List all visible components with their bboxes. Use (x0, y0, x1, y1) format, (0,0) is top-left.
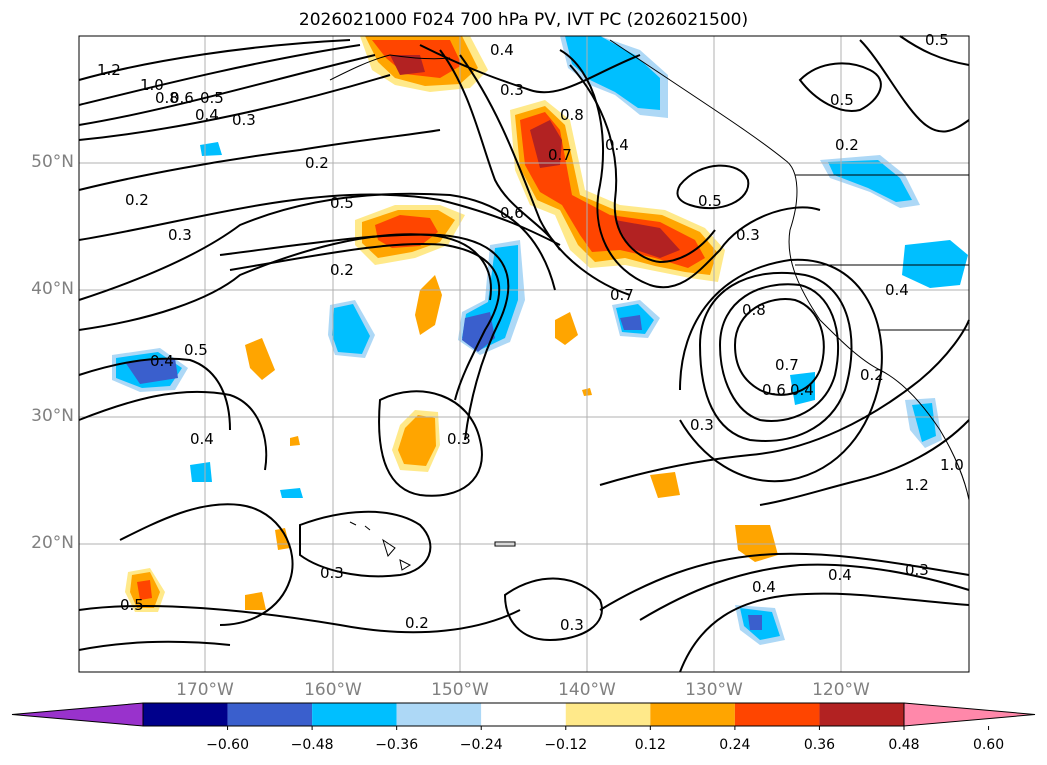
contour-label: 0.3 (232, 111, 256, 129)
lat-label-40n: 40°N (31, 279, 74, 299)
colorbar-tick-label: −0.24 (459, 737, 503, 753)
contour-label: 0.6 (500, 204, 524, 222)
lon-label-120w: 120°W (812, 680, 870, 700)
colorbar-tick-label: 0.12 (634, 737, 666, 753)
contour-label: 0.4 (885, 281, 909, 299)
contour-label: 0.3 (168, 226, 192, 244)
contour-label: 0.7 (775, 356, 799, 374)
contour-label: 0.5 (184, 341, 208, 359)
colorbar-extend-low (11, 702, 144, 727)
contour-label: 0.3 (447, 430, 471, 448)
colorbar (11, 702, 1036, 730)
contour-label: 0.4 (195, 106, 219, 124)
colorbar-extend-high (903, 702, 1036, 727)
contour-labels: 1.2 1.0 0.8 0.6 0.5 0.4 0.3 0.2 0.2 0.3 … (97, 31, 964, 634)
colorbar-tick-label: 0.24 (719, 737, 751, 753)
contour-label: 0.4 (490, 41, 514, 59)
contour-label: 0.3 (690, 416, 714, 434)
contour-label: 0.8 (742, 301, 766, 319)
graticule (79, 36, 969, 672)
contour-label: 1.2 (97, 61, 121, 79)
colorbar-segment (143, 703, 228, 726)
contour-label: 0.2 (305, 154, 329, 172)
contour-label: 0.8 (155, 89, 179, 107)
colorbar-segment (819, 703, 904, 726)
lon-label-170w: 170°W (176, 680, 234, 700)
lat-label-20n: 20°N (31, 533, 74, 553)
positive-anomaly-shading (125, 36, 778, 612)
colorbar-tick-label: 0.36 (803, 737, 836, 753)
colorbar-tick-label: −0.48 (290, 737, 334, 753)
contour-label: 1.0 (940, 456, 964, 474)
colorbar-tick-label: −0.12 (544, 737, 588, 753)
colorbar-tick-label: −0.60 (206, 737, 249, 753)
contour-label: 0.5 (925, 31, 949, 49)
colorbar-tick-label: 0.60 (972, 737, 1005, 753)
contour-label: 0.2 (860, 366, 884, 384)
contour-label: 0.5 (830, 91, 854, 109)
map-title: 2026021000 F024 700 hPa PV, IVT PC (2026… (298, 10, 749, 30)
map-panel: 1.2 1.0 0.8 0.6 0.5 0.4 0.3 0.2 0.2 0.3 … (78, 31, 970, 673)
contour-label: 0.4 (790, 381, 814, 399)
lon-label-130w: 130°W (685, 680, 743, 700)
colorbar-segment (565, 703, 651, 726)
lon-label-140w: 140°W (558, 680, 616, 700)
contour-label: 0.5 (698, 192, 722, 210)
contour-label: 0.2 (330, 261, 354, 279)
contour-label: 0.2 (125, 191, 149, 209)
coastlines (329, 39, 970, 571)
contour-label: 0.4 (605, 136, 629, 154)
colorbar-segment (650, 703, 735, 726)
contour-label: 1.0 (140, 76, 164, 94)
contour-label: 0.3 (560, 616, 584, 634)
lat-label-50n: 50°N (31, 152, 74, 172)
contour-label: 0.8 (560, 106, 584, 124)
contour-label: 0.5 (120, 596, 144, 614)
contour-label: 0.4 (828, 566, 852, 584)
contour-label: 0.4 (150, 352, 174, 370)
contour-label: 0.3 (736, 226, 760, 244)
contour-label: 0.7 (610, 286, 634, 304)
contour-label: 0.3 (905, 561, 929, 579)
contour-label: 0.5 (330, 194, 354, 212)
colorbar-segment (396, 703, 482, 726)
colorbar-segment (734, 703, 820, 726)
colorbar-segment (481, 703, 566, 726)
contour-label: 0.2 (835, 136, 859, 154)
contour-label: 0.6 (762, 381, 786, 399)
contour-label: 0.4 (190, 430, 214, 448)
contour-label: 0.3 (320, 564, 344, 582)
contour-label: 0.7 (548, 146, 572, 164)
contour-label: 0.6 (170, 89, 194, 107)
contour-label: 1.2 (905, 476, 929, 494)
colorbar-segment (227, 703, 313, 726)
colorbar-tick-label: −0.36 (375, 737, 419, 753)
contour-label: 0.2 (405, 614, 429, 632)
lon-label-150w: 150°W (431, 680, 489, 700)
pv-contours (78, 35, 970, 673)
lat-label-30n: 30°N (31, 406, 74, 426)
contour-label: 0.3 (500, 81, 524, 99)
lon-label-160w: 160°W (304, 680, 362, 700)
colorbar-segment (312, 703, 397, 726)
contour-label: 0.4 (752, 578, 776, 596)
colorbar-tick-label: 0.48 (888, 737, 920, 753)
contour-label: 0.5 (200, 89, 224, 107)
